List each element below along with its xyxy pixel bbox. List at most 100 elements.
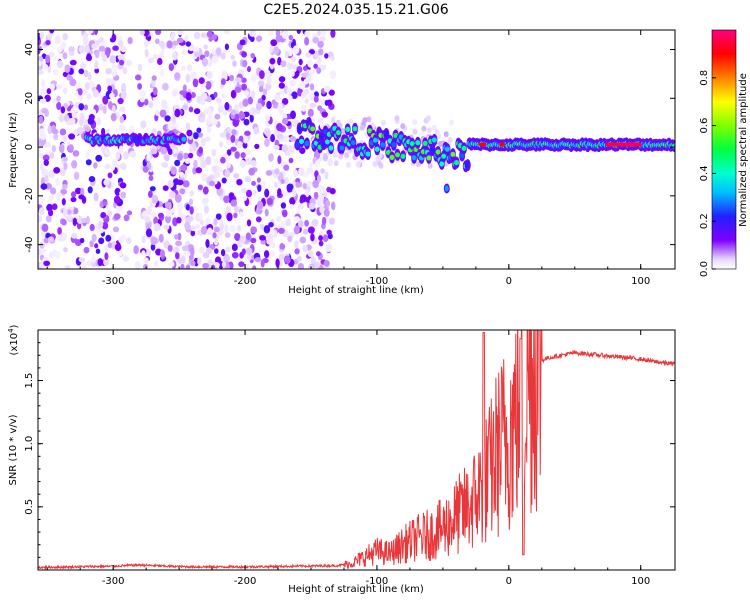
spectrogram-cell	[177, 203, 184, 212]
spectrogram-cell	[220, 156, 226, 164]
spectrogram-cell	[276, 123, 283, 132]
spectrogram-cell	[415, 140, 421, 146]
spectrogram-cell	[313, 63, 318, 69]
spectrogram-cell	[289, 135, 297, 142]
spectrogram-cell	[244, 149, 252, 155]
spectrogram-cell	[224, 224, 229, 233]
spectrogram-cell	[297, 262, 305, 269]
spectrogram-cell	[185, 264, 191, 269]
spectrogram-cell	[426, 155, 432, 161]
spectrogram-cell	[70, 107, 77, 113]
spectrogram-cell	[189, 190, 195, 197]
spectrogram-cell	[214, 248, 219, 254]
spectrogram-cell	[204, 217, 211, 225]
spectrogram-cell	[313, 95, 319, 103]
spectrogram-cell	[185, 73, 191, 83]
spectrogram-cell	[250, 226, 258, 234]
spectrogram-cell	[264, 188, 270, 198]
spectrogram-cell	[244, 176, 252, 183]
spectrogram-cell	[303, 65, 308, 71]
spectrogram-cell	[297, 90, 303, 97]
spectrogram-cell	[139, 30, 145, 36]
spectrogram-cell	[82, 119, 88, 125]
spectrogram-cell	[186, 129, 193, 137]
spectrogram-cell	[242, 195, 248, 201]
spectrogram-cell	[298, 82, 306, 90]
spectrogram-cell	[213, 217, 218, 226]
spectrogram-cell	[120, 191, 127, 199]
spectrogram-cell	[102, 201, 108, 207]
spectrogram-cell	[176, 37, 184, 44]
spectrogram-cell	[185, 122, 190, 131]
spectrogram-cell	[207, 116, 213, 122]
spectrogram-cell	[330, 116, 336, 124]
spectrogram-cell	[246, 219, 252, 227]
spectrogram-cell	[383, 131, 389, 137]
spectrogram-cell	[240, 152, 246, 159]
spectrogram-cell	[273, 181, 279, 188]
spectrogram-cell	[44, 174, 49, 183]
spectrogram-cell	[56, 84, 62, 90]
spectrogram-cell	[282, 135, 290, 143]
spectrogram-cell	[380, 142, 386, 148]
spectrogram-cell	[134, 74, 142, 81]
spectrogram-cell	[214, 113, 221, 120]
spectrogram-cell	[56, 192, 63, 199]
spectrogram-cell	[330, 201, 336, 211]
spectrogram-cell	[43, 237, 49, 244]
spectrogram-cell	[426, 127, 432, 134]
spectrogram-cell	[211, 149, 217, 157]
spectrogram-cell	[309, 83, 315, 91]
spectrogram-cell	[114, 187, 121, 196]
spectrogram-cell	[284, 51, 289, 59]
spectrogram-cell	[72, 150, 80, 157]
spectrogram-cell	[205, 136, 211, 142]
spectrogram-cell	[268, 30, 274, 37]
spectrogram-cell	[293, 216, 301, 222]
spectrogram-cell	[184, 34, 189, 42]
colorbar-scale	[711, 29, 737, 270]
spectrogram-cell	[478, 142, 487, 147]
spectrogram-cell	[40, 79, 46, 88]
spectrogram-ytick-label: -40	[24, 236, 35, 252]
spectrogram-cell	[220, 52, 226, 60]
spectrogram-cell	[198, 146, 203, 154]
spectrogram-cell	[133, 245, 139, 255]
spectrogram-cell	[119, 182, 127, 189]
spectrogram-cell	[431, 137, 437, 143]
spectrogram-cell	[107, 242, 113, 249]
spectrogram-cell	[304, 36, 310, 46]
spectrogram-cell	[244, 130, 251, 136]
spectrogram-cell	[39, 97, 47, 105]
spectrogram-cell	[270, 39, 278, 47]
spectrogram-cell	[47, 236, 55, 243]
spectrogram-cell	[316, 30, 321, 37]
spectrogram-cell	[68, 46, 75, 53]
spectrogram-cell	[236, 225, 242, 232]
spectrogram-cell	[293, 169, 299, 178]
spectrogram-cell	[395, 152, 400, 158]
spectrogram-cell	[441, 153, 447, 159]
spectrogram-cell	[45, 40, 51, 46]
spectrogram-cell	[435, 149, 441, 155]
spectrogram-cell	[122, 67, 128, 75]
spectrogram-cell	[149, 211, 157, 219]
spectrogram-cell	[283, 190, 289, 197]
spectrogram-cell	[56, 60, 64, 69]
spectrogram-cell	[299, 138, 304, 144]
spectrogram-cell	[88, 80, 95, 90]
spectrogram-cell	[43, 159, 49, 166]
spectrogram-cell	[66, 209, 72, 215]
spectrogram-cell	[226, 212, 233, 222]
spectrogram-xtick-label: 100	[631, 276, 650, 287]
spectrogram-cell	[174, 252, 180, 260]
snr-xtick-label: 100	[631, 576, 650, 587]
spectrogram-cell	[142, 165, 149, 173]
spectrogram-cell	[314, 261, 320, 269]
spectrogram-cell	[56, 101, 62, 111]
spectrogram-cell	[206, 126, 212, 133]
spectrogram-cell	[276, 133, 284, 140]
spectrogram-cell	[39, 31, 45, 40]
spectrogram-cell	[312, 179, 319, 189]
spectrogram-cell	[269, 63, 275, 70]
